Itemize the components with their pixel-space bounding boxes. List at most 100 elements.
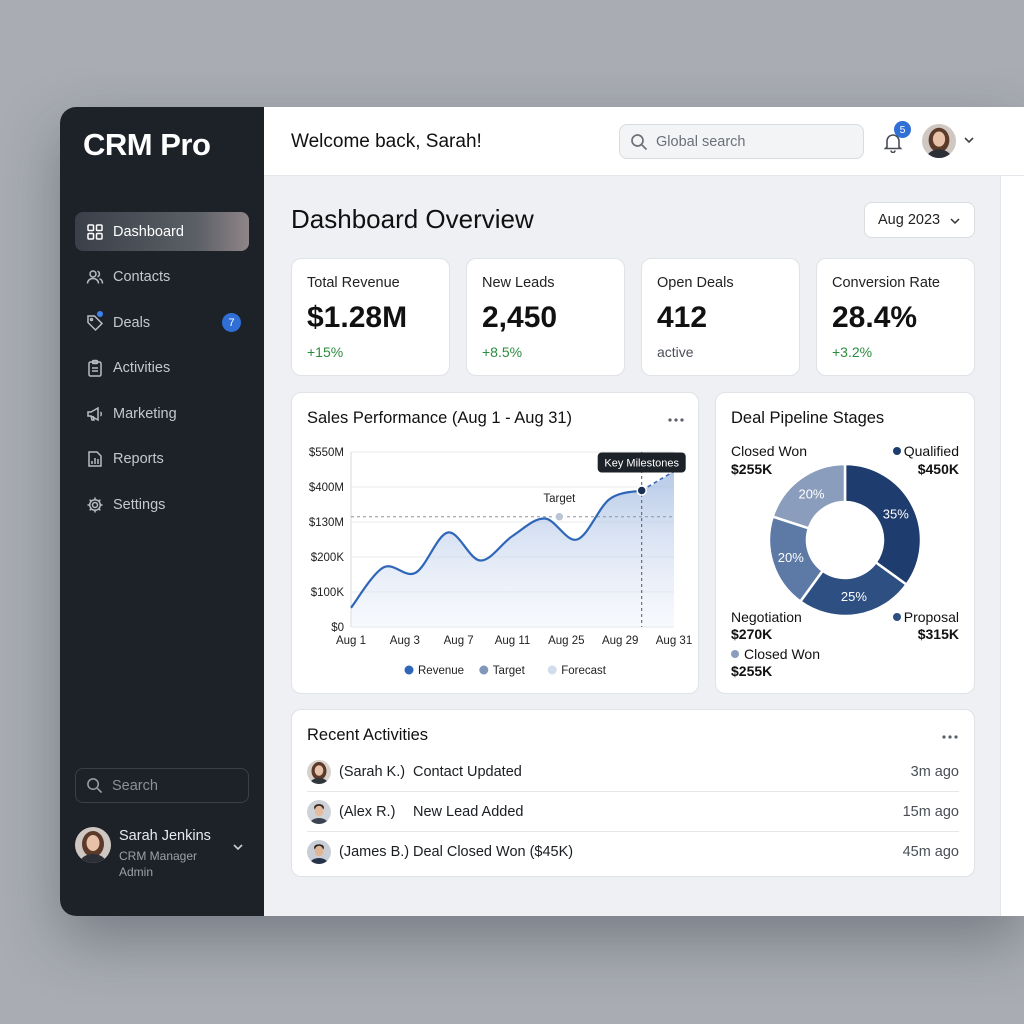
- welcome-message: Welcome back, Sarah!: [291, 131, 482, 152]
- megaphone-icon: [85, 404, 105, 424]
- kpi-value: 28.4%: [832, 301, 918, 334]
- revenue-line: [350, 489, 642, 609]
- milestone-tooltip-label: Key Milestones: [604, 458, 679, 470]
- sales-performance-card: Sales Performance (Aug 1 - Aug 31) $550M…: [291, 392, 699, 694]
- pipeline-label: Closed Won: [731, 443, 807, 459]
- activity-time: 3m ago: [910, 764, 959, 780]
- chevron-down-icon[interactable]: [231, 840, 245, 854]
- sidebar-item-label: Marketing: [113, 405, 177, 422]
- pipeline-amount: $255K: [731, 461, 772, 477]
- x-tick-label: Aug 31: [656, 635, 692, 647]
- right-panel-edge: [1000, 176, 1024, 916]
- sidebar-item-label: Dashboard: [113, 223, 184, 240]
- pipeline-amount: $270K: [731, 626, 772, 642]
- date-filter-dropdown[interactable]: Aug 2023: [864, 202, 975, 238]
- kpi-delta: +8.5%: [482, 344, 523, 360]
- pipeline-label: Closed Won: [744, 646, 820, 662]
- kpi-delta: active: [657, 344, 694, 360]
- pipeline-amount: $450K: [918, 461, 959, 477]
- x-tick-label: Aug 29: [602, 635, 638, 647]
- activity-description: New Lead Added: [413, 804, 524, 820]
- notification-badge: 5: [894, 121, 911, 138]
- legend-marker: [479, 665, 489, 675]
- avatar: [75, 827, 111, 863]
- sidebar-item-activities[interactable]: Activities: [75, 349, 249, 388]
- bell-icon[interactable]: [882, 131, 904, 154]
- donut-slice: [798, 560, 909, 618]
- chevron-down-icon[interactable]: [962, 133, 976, 147]
- app-brand: CRM Pro: [83, 127, 211, 162]
- sidebar-item-deals[interactable]: Deals 7: [75, 303, 249, 342]
- pipeline-label: Proposal: [904, 609, 959, 625]
- kpi-value: 2,450: [482, 301, 558, 334]
- gear-icon: [85, 495, 105, 515]
- donut-slice: [771, 462, 847, 530]
- activity-user: (Sarah K.): [339, 764, 406, 780]
- sidebar-item-dashboard[interactable]: Dashboard: [75, 212, 249, 251]
- target-point: [554, 511, 565, 522]
- deals-indicator-dot: [97, 311, 103, 317]
- x-tick-label: Aug 3: [390, 635, 420, 647]
- sidebar-item-contacts[interactable]: Contacts: [75, 258, 249, 297]
- activity-user: (James B.): [339, 844, 410, 860]
- activity-time: 15m ago: [902, 804, 959, 820]
- activity-row[interactable]: (James B.) Deal Closed Won ($45K) 45m ag…: [307, 832, 959, 872]
- legend-label: Forecast: [561, 665, 607, 677]
- user-profile[interactable]: Sarah Jenkins CRM Manager Admin: [75, 825, 249, 879]
- pipeline-donut-chart[interactable]: 35%25%20%20%Closed Won$255KQualified$450…: [716, 393, 974, 693]
- y-tick-label: $400M: [309, 482, 344, 494]
- activity-row[interactable]: (Sarah K.) Contact Updated 3m ago: [307, 752, 959, 792]
- report-icon: [85, 449, 105, 469]
- kpi-card-total-revenue[interactable]: Total Revenue $1.28M +15%: [291, 258, 450, 376]
- activity-row[interactable]: (Alex R.) New Lead Added 15m ago: [307, 792, 959, 832]
- activity-user: (Alex R.): [339, 804, 396, 820]
- sidebar-search-input[interactable]: Search: [75, 768, 249, 803]
- sidebar-item-label: Contacts: [113, 269, 171, 285]
- tag-icon: [85, 313, 105, 333]
- sidebar-item-label: Activities: [113, 360, 171, 376]
- global-search-placeholder: Global search: [656, 133, 746, 150]
- y-tick-label: $550M: [309, 447, 344, 459]
- sidebar-item-marketing[interactable]: Marketing: [75, 394, 249, 433]
- pipeline-amount: $255K: [731, 663, 772, 679]
- search-icon: [87, 778, 103, 794]
- kpi-card-new-leads[interactable]: New Leads 2,450 +8.5%: [466, 258, 625, 376]
- sidebar-item-label: Reports: [113, 451, 164, 467]
- target-annotation: Target: [543, 493, 576, 505]
- avatar[interactable]: [922, 124, 956, 158]
- donut-slice: [843, 462, 923, 587]
- global-search-input[interactable]: Global search: [619, 124, 864, 159]
- sidebar-item-settings[interactable]: Settings: [75, 485, 249, 524]
- chevron-down-icon: [950, 218, 960, 225]
- pipeline-label: Qualified: [904, 443, 959, 459]
- more-options-icon[interactable]: [666, 411, 686, 422]
- kpi-card-conversion-rate[interactable]: Conversion Rate 28.4% +3.2%: [816, 258, 975, 376]
- profile-name: Sarah Jenkins: [119, 828, 211, 844]
- kpi-delta: +3.2%: [832, 344, 873, 360]
- kpi-value: 412: [657, 301, 708, 334]
- activities-title: Recent Activities: [307, 726, 429, 744]
- sidebar: CRM Pro Dashboard Contacts Deals: [60, 107, 264, 916]
- avatar: [307, 760, 331, 784]
- x-tick-label: Aug 7: [444, 635, 474, 647]
- sidebar-item-reports[interactable]: Reports: [75, 440, 249, 479]
- users-icon: [85, 267, 105, 287]
- page-title: Dashboard Overview: [291, 204, 534, 234]
- y-tick-label: $100K: [311, 587, 345, 599]
- y-tick-label: $0: [331, 622, 344, 634]
- kpi-label: Open Deals: [657, 275, 734, 291]
- more-options-icon[interactable]: [940, 728, 960, 739]
- legend-marker: [547, 665, 557, 675]
- divider: [307, 791, 959, 792]
- sidebar-nav: Dashboard Contacts Deals 7 Act: [75, 212, 249, 531]
- kpi-card-open-deals[interactable]: Open Deals 412 active: [641, 258, 800, 376]
- topbar: Welcome back, Sarah! Global search 5: [264, 107, 1024, 176]
- activity-description: Contact Updated: [413, 764, 522, 780]
- legend-marker: [893, 613, 901, 621]
- activity-description: Deal Closed Won ($45K): [413, 844, 574, 860]
- sidebar-item-label: Deals: [113, 314, 151, 331]
- legend-marker: [893, 447, 901, 455]
- slice-percent-label: 20%: [778, 550, 804, 565]
- deal-pipeline-card: Deal Pipeline Stages 35% 25% 20% 20% Closed …: [715, 392, 975, 694]
